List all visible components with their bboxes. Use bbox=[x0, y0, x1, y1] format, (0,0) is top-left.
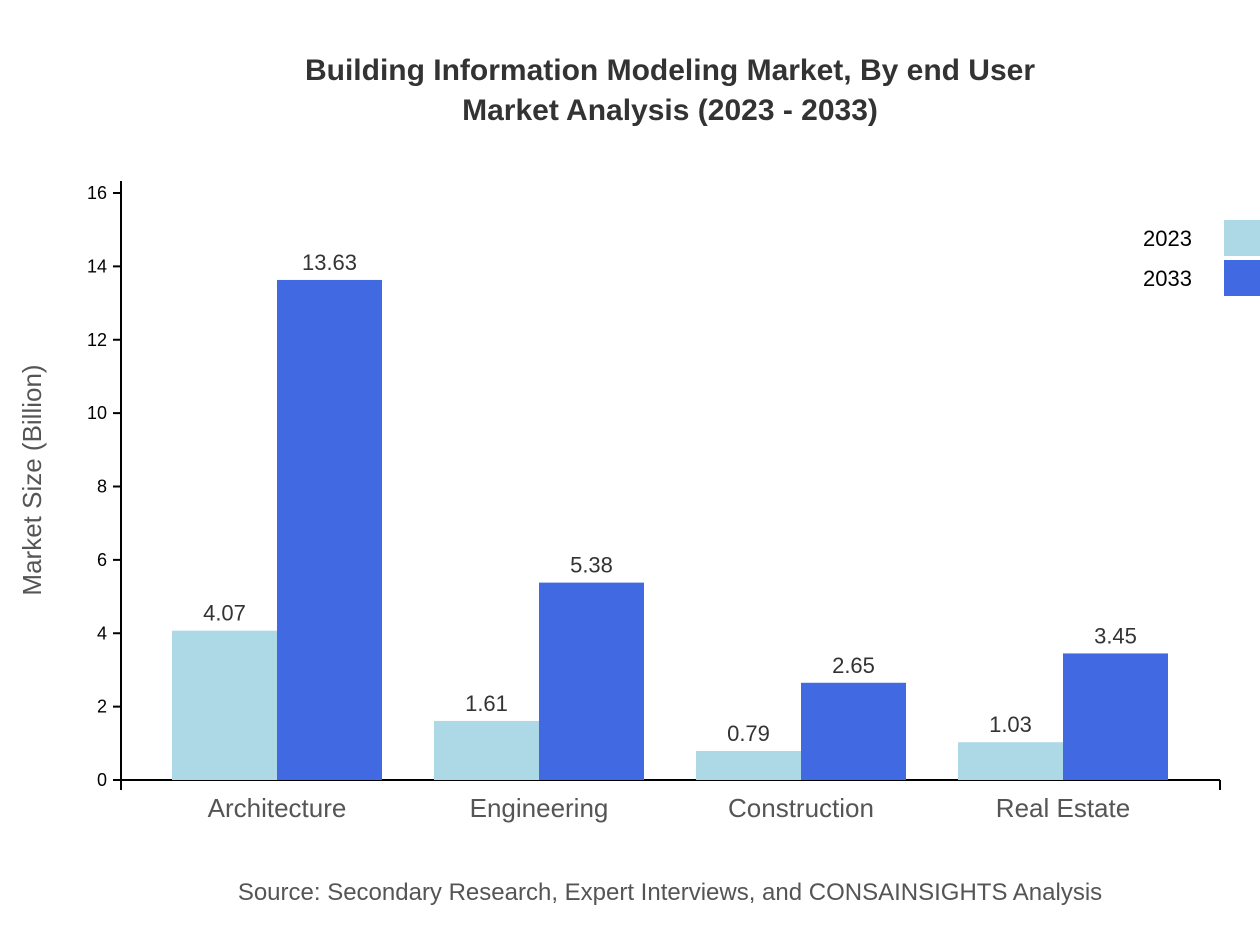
data-label: 1.03 bbox=[989, 712, 1032, 737]
bars: 4.07 13.63 1.61 5.38 0.79 2.65 1.03 3.45 bbox=[172, 250, 1168, 780]
data-label: 1.61 bbox=[465, 691, 508, 716]
bar-2033 bbox=[277, 279, 382, 780]
y-tick-label: 0 bbox=[97, 770, 107, 790]
x-tick-label: Engineering bbox=[470, 793, 609, 823]
bar-2033 bbox=[801, 682, 906, 780]
data-label: 0.79 bbox=[727, 721, 770, 746]
y-tick-label: 14 bbox=[87, 256, 107, 276]
legend-swatch bbox=[1224, 220, 1260, 256]
source-note: Source: Secondary Research, Expert Inter… bbox=[238, 879, 1102, 906]
legend: 2023 2033 bbox=[1143, 220, 1260, 296]
y-tick-label: 2 bbox=[97, 697, 107, 717]
y-tick-label: 12 bbox=[87, 330, 107, 350]
data-label: 5.38 bbox=[570, 553, 613, 578]
y-tick-label: 10 bbox=[87, 403, 107, 423]
y-tick-label: 4 bbox=[97, 623, 107, 643]
x-tick-label: Construction bbox=[728, 793, 874, 823]
legend-label: 2033 bbox=[1143, 266, 1192, 291]
legend-label: 2023 bbox=[1143, 226, 1192, 251]
y-tick-label: 8 bbox=[97, 477, 107, 497]
bar-2033 bbox=[1063, 653, 1168, 780]
data-label: 3.45 bbox=[1094, 623, 1137, 648]
bar-2023 bbox=[434, 720, 539, 780]
legend-swatch bbox=[1224, 260, 1260, 296]
y-tick-label: 6 bbox=[97, 550, 107, 570]
bar-2023 bbox=[958, 742, 1063, 780]
data-label: 2.65 bbox=[832, 653, 875, 678]
x-tick-label: Real Estate bbox=[996, 793, 1130, 823]
bar-2023 bbox=[172, 630, 277, 780]
bar-2023 bbox=[696, 751, 801, 780]
x-tick-label: Architecture bbox=[208, 793, 347, 823]
y-tick-label: 16 bbox=[87, 183, 107, 203]
chart-title-line-1: Building Information Modeling Market, By… bbox=[305, 54, 1035, 87]
y-axis-label: Market Size (Billion) bbox=[17, 364, 47, 595]
bar-2033 bbox=[539, 582, 644, 780]
data-label: 13.63 bbox=[302, 250, 357, 275]
chart-title-line-2: Market Analysis (2023 - 2033) bbox=[462, 94, 878, 127]
data-label: 4.07 bbox=[203, 601, 246, 626]
axes: 0 2 4 6 8 10 12 14 16 Architecture Engineering Cons… bbox=[87, 181, 1221, 823]
